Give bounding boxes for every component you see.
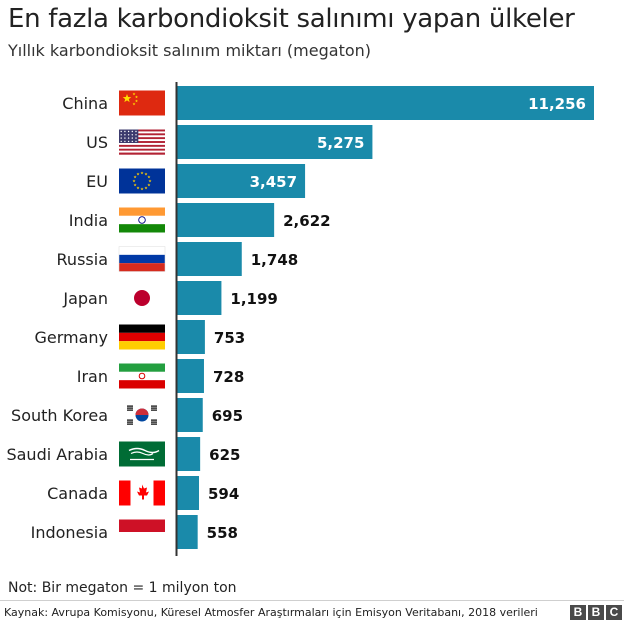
value-label: 5,275: [317, 134, 364, 152]
chart-subtitle: Yıllık karbondioksit salınım miktarı (me…: [8, 41, 372, 60]
source-text: Kaynak: Avrupa Komisyonu, Küresel Atmosf…: [4, 606, 538, 619]
us-flag-icon: [119, 129, 165, 155]
value-label: 594: [208, 485, 239, 503]
bar: [177, 164, 306, 198]
japan-flag-icon: [119, 285, 165, 311]
bar: [177, 476, 200, 510]
bbc-logo: B B C: [570, 605, 622, 620]
canada-flag-icon: [119, 480, 165, 506]
category-label: South Korea: [11, 406, 108, 425]
unit-note: Not: Bir megaton = 1 milyon ton: [8, 580, 237, 596]
value-label: 728: [213, 368, 244, 386]
bar: [177, 86, 594, 120]
category-label: Russia: [57, 250, 108, 269]
value-label: 558: [207, 524, 238, 542]
value-label: 1,748: [251, 251, 298, 269]
footer-divider: [0, 600, 624, 601]
bar: [177, 203, 275, 237]
category-label: Canada: [47, 484, 108, 503]
category-label: US: [86, 133, 108, 152]
russia-flag-icon: [118, 246, 166, 272]
chart-title: En fazla karbondioksit salınımı yapan ül…: [8, 4, 575, 34]
category-label: Iran: [77, 367, 108, 386]
south-korea-flag-icon: [119, 402, 165, 428]
value-label: 1,199: [230, 290, 277, 308]
bar: [177, 281, 222, 315]
value-label: 3,457: [250, 173, 297, 191]
bbc-logo-letter: B: [588, 605, 604, 620]
bar: [177, 125, 373, 159]
iran-flag-icon: [119, 363, 165, 389]
category-label: India: [69, 211, 108, 230]
saudi-arabia-flag-icon: [119, 441, 165, 467]
bar: [177, 320, 205, 354]
category-label: Japan: [62, 289, 108, 308]
bar-chart: China 11,256 US 5,275 EU 3,457 India 2,622 Russi…: [6, 82, 594, 556]
category-label: Germany: [34, 328, 108, 347]
bar: [177, 515, 198, 549]
category-label: China: [62, 94, 108, 113]
eu-flag-icon: [119, 168, 165, 194]
value-label: 753: [214, 329, 245, 347]
bar: [177, 437, 201, 471]
category-label: EU: [86, 172, 108, 191]
bbc-logo-letter: C: [606, 605, 622, 620]
value-label: 625: [209, 446, 240, 464]
value-label: 11,256: [528, 95, 586, 113]
indonesia-flag-icon: [119, 519, 165, 545]
category-label: Indonesia: [31, 523, 108, 542]
category-label: Saudi Arabia: [6, 445, 108, 464]
bar: [177, 359, 204, 393]
bar: [177, 398, 203, 432]
germany-flag-icon: [119, 324, 165, 350]
value-label: 2,622: [283, 212, 330, 230]
india-flag-icon: [119, 207, 165, 233]
bar: [177, 242, 242, 276]
china-flag-icon: [119, 90, 165, 116]
bbc-logo-letter: B: [570, 605, 586, 620]
value-label: 695: [212, 407, 243, 425]
